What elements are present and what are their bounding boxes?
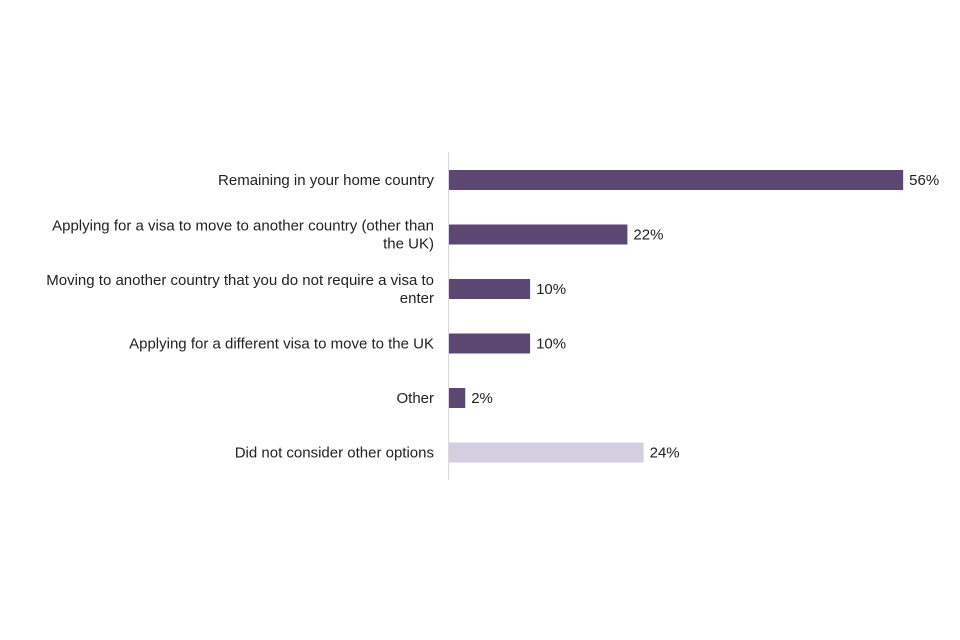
category-label-5: Other: [396, 390, 434, 407]
category-label-4: Applying for a different visa to move to…: [129, 336, 434, 353]
value-label-6: 24%: [650, 445, 680, 462]
category-label-line: enter: [400, 290, 434, 307]
value-label-5: 2%: [471, 390, 493, 407]
bar-3: [449, 279, 531, 299]
category-label-1: Remaining in your home country: [218, 172, 434, 189]
category-label-line: the UK): [383, 236, 434, 253]
category-label-6: Did not consider other options: [235, 445, 434, 462]
category-label-3: Moving to another country that you do no…: [46, 272, 434, 307]
category-label-line: Remaining in your home country: [218, 172, 434, 189]
value-label-1: 56%: [909, 172, 939, 189]
bar-1: [449, 170, 904, 190]
category-label-line: Moving to another country that you do no…: [46, 272, 434, 289]
bar-5: [449, 388, 466, 408]
category-label-line: Other: [396, 390, 434, 407]
value-label-4: 10%: [536, 336, 566, 353]
bar-2: [449, 224, 628, 245]
category-label-line: Did not consider other options: [235, 445, 434, 462]
category-label-2: Applying for a visa to move to another c…: [52, 218, 434, 253]
category-label-line: Applying for a visa to move to another c…: [52, 218, 434, 235]
value-label-2: 22%: [633, 227, 663, 244]
bar-4: [449, 333, 531, 354]
value-label-3: 10%: [536, 281, 566, 298]
bar-6: [449, 442, 644, 463]
category-label-line: Applying for a different visa to move to…: [129, 336, 434, 353]
